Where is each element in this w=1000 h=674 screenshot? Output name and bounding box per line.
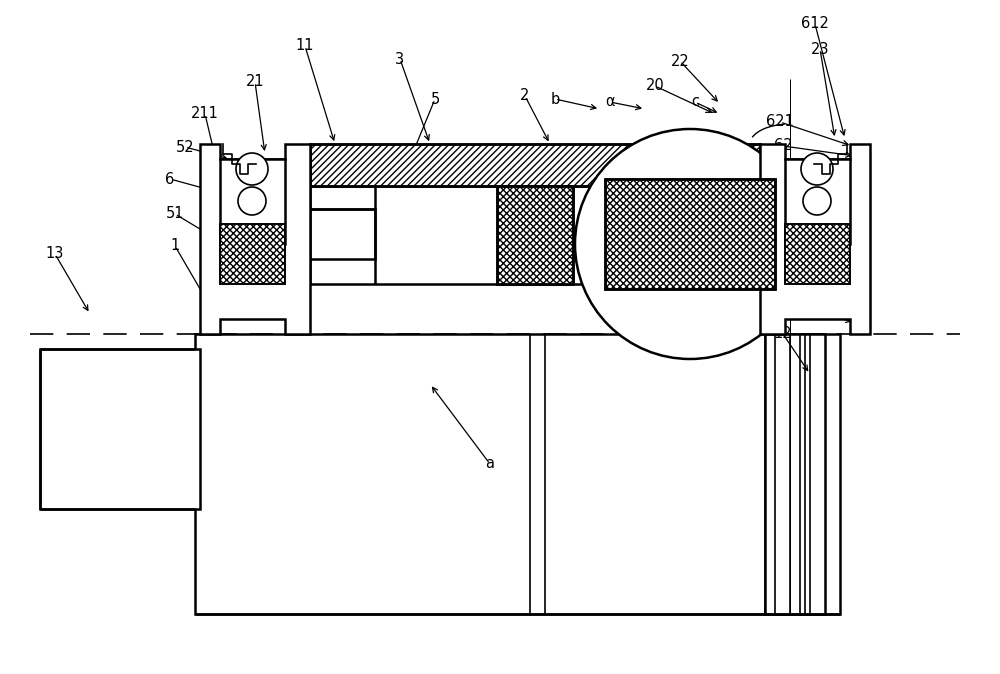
Bar	[195, 334, 840, 614]
Bar	[605, 179, 775, 289]
Text: 1: 1	[170, 239, 180, 253]
Text: 623: 623	[769, 243, 797, 257]
Circle shape	[801, 153, 833, 185]
Text: 13: 13	[46, 247, 64, 262]
Bar	[310, 144, 760, 186]
Bar	[220, 159, 285, 244]
Bar	[310, 144, 760, 186]
Text: 21: 21	[246, 75, 264, 90]
Text: 20: 20	[646, 78, 664, 94]
Polygon shape	[760, 144, 870, 334]
Circle shape	[236, 153, 268, 185]
Text: 6: 6	[165, 171, 175, 187]
Text: 621: 621	[766, 115, 794, 129]
Bar	[220, 224, 285, 284]
Circle shape	[575, 129, 805, 359]
Text: 23: 23	[811, 42, 829, 57]
Text: 613: 613	[769, 189, 797, 204]
Text: 4: 4	[778, 299, 788, 313]
Bar	[695, 209, 760, 259]
Text: 2: 2	[520, 88, 530, 104]
Text: 61: 61	[774, 162, 792, 177]
Bar	[310, 186, 760, 284]
Text: 3: 3	[395, 51, 405, 67]
Text: c: c	[691, 94, 699, 109]
Text: 611: 611	[769, 270, 797, 286]
Text: 62: 62	[774, 138, 792, 154]
Bar	[785, 224, 850, 284]
Bar	[497, 186, 573, 284]
Bar	[497, 186, 573, 284]
Text: 52: 52	[176, 140, 194, 154]
Bar	[310, 209, 375, 259]
Text: 5: 5	[430, 92, 440, 106]
Bar	[40, 349, 200, 509]
Text: 51: 51	[166, 206, 184, 222]
Text: 211: 211	[191, 106, 219, 121]
Bar	[765, 334, 825, 614]
Bar	[785, 159, 850, 244]
Text: 622: 622	[769, 214, 797, 230]
Text: a: a	[486, 456, 494, 472]
Bar	[605, 179, 775, 289]
Text: b: b	[550, 92, 560, 106]
Circle shape	[238, 187, 266, 215]
Circle shape	[803, 187, 831, 215]
Text: 612: 612	[801, 16, 829, 32]
Text: 22: 22	[671, 53, 689, 69]
Polygon shape	[200, 144, 310, 334]
Text: α: α	[605, 94, 615, 109]
Bar	[220, 224, 285, 284]
Bar	[785, 224, 850, 284]
Text: 11: 11	[296, 38, 314, 53]
Text: 12: 12	[774, 326, 792, 342]
